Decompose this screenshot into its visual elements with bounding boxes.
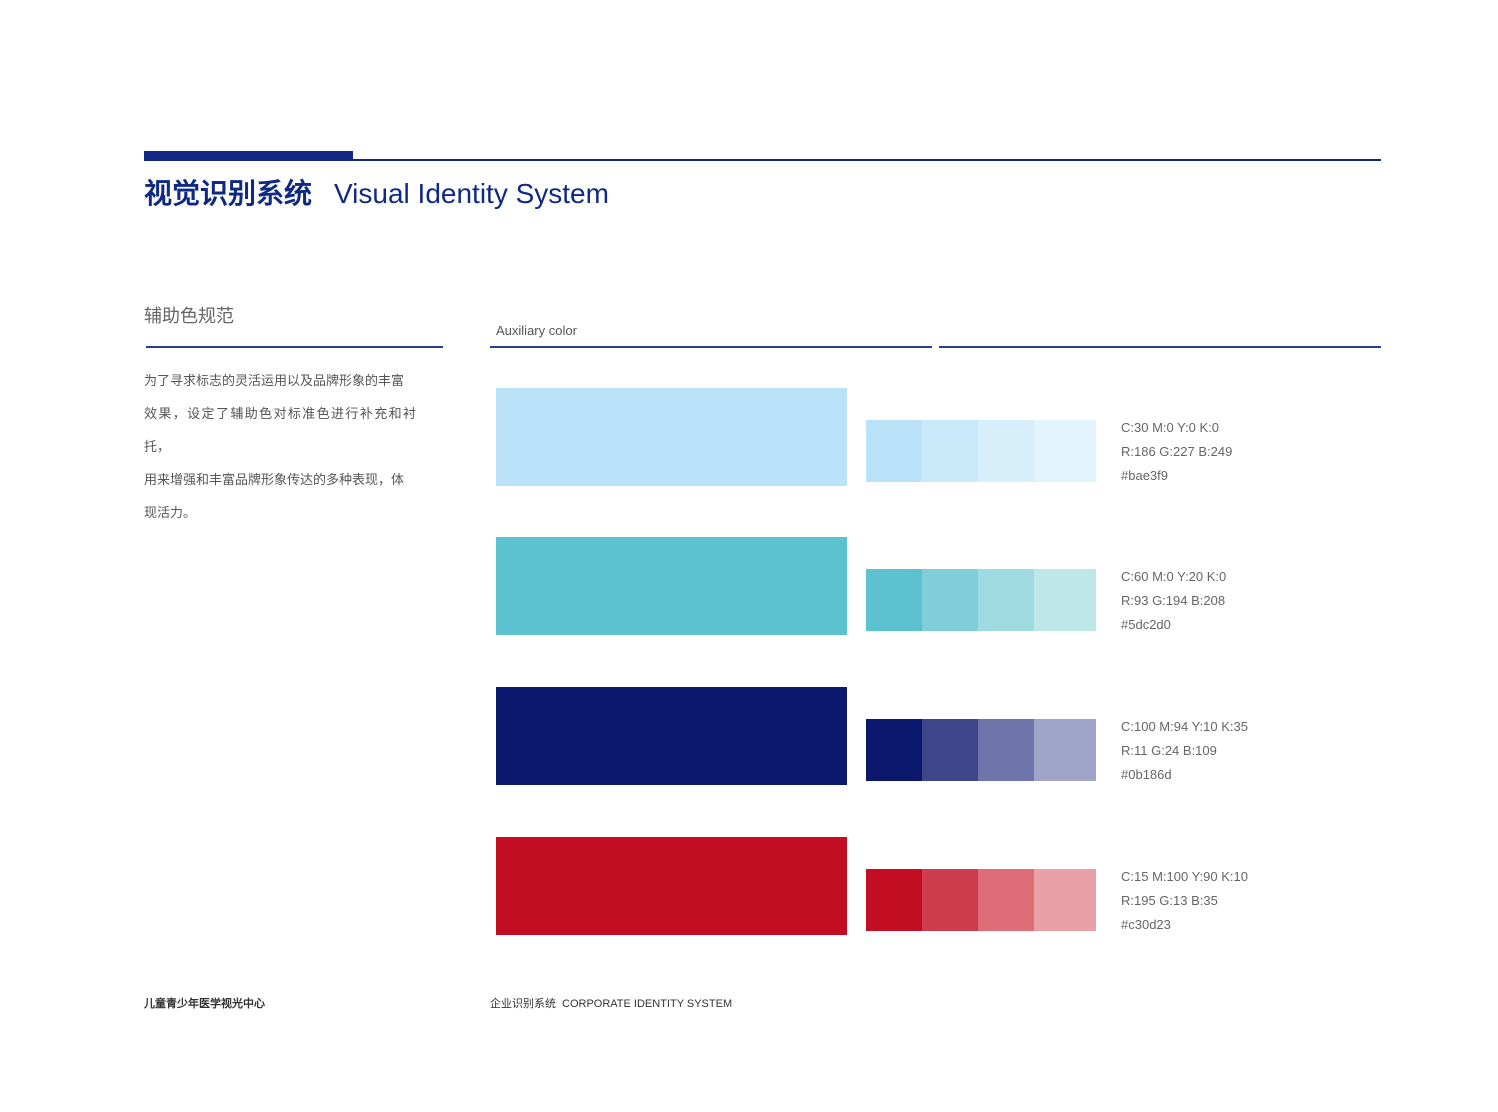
tint-40: [1034, 869, 1096, 931]
color-row-navy: C:100 M:94 Y:10 K:35 R:11 G:24 B:109 #0b…: [496, 687, 1396, 785]
header-accent-bar: [144, 151, 353, 161]
rgb-value: R:93 G:194 B:208: [1121, 593, 1226, 608]
tint-80: [922, 719, 978, 781]
page-title-cn: 视觉识别系统: [144, 178, 313, 209]
tint-80: [922, 569, 978, 631]
hex-value: #5dc2d0: [1121, 617, 1171, 632]
page-title: 视觉识别系统 Visual Identity System: [144, 174, 609, 214]
color-row-teal: C:60 M:0 Y:20 K:0 R:93 G:194 B:208 #5dc2…: [496, 537, 1396, 635]
main-swatch: [496, 537, 847, 635]
tint-60: [978, 569, 1034, 631]
main-swatch: [496, 388, 847, 486]
tint-100: [866, 420, 922, 482]
hex-value: #0b186d: [1121, 767, 1172, 782]
cmyk-value: C:30 M:0 Y:0 K:0: [1121, 420, 1220, 435]
cmyk-value: C:100 M:94 Y:10 K:35: [1121, 719, 1248, 734]
section-rule: [146, 346, 443, 348]
page-title-en: Visual Identity System: [334, 178, 609, 209]
footer-organization: 儿童青少年医学视光中心: [144, 998, 265, 1010]
rgb-value: R:186 G:227 B:249: [1121, 444, 1233, 459]
description-line: 效果，设定了辅助色对标准色进行补充和衬托，: [144, 406, 416, 454]
tint-100: [866, 569, 922, 631]
tint-100: [866, 719, 922, 781]
tint-80: [922, 869, 978, 931]
tint-strip: [866, 569, 1096, 631]
color-specs: C:30 M:0 Y:0 K:0 R:186 G:227 B:249 #bae3…: [1121, 416, 1232, 488]
tint-60: [978, 869, 1034, 931]
tint-60: [978, 420, 1034, 482]
tint-strip: [866, 719, 1096, 781]
footer-system-label: 企业识别系统 CORPORATE IDENTITY SYSTEM: [490, 995, 732, 1011]
color-specs: C:100 M:94 Y:10 K:35 R:11 G:24 B:109 #0b…: [1121, 715, 1248, 787]
rgb-value: R:11 G:24 B:109: [1121, 743, 1217, 758]
main-swatch: [496, 837, 847, 935]
color-row-red: C:15 M:100 Y:90 K:10 R:195 G:13 B:35 #c3…: [496, 837, 1396, 935]
section-description: 为了寻求标志的灵活运用以及品牌形象的丰富 效果，设定了辅助色对标准色进行补充和衬…: [144, 364, 416, 529]
description-line: 为了寻求标志的灵活运用以及品牌形象的丰富: [144, 373, 405, 388]
footer-system-en: CORPORATE IDENTITY SYSTEM: [562, 998, 733, 1010]
rgb-value: R:195 G:13 B:35: [1121, 893, 1218, 908]
cmyk-value: C:15 M:100 Y:90 K:10: [1121, 869, 1248, 884]
tint-40: [1034, 569, 1096, 631]
hex-value: #bae3f9: [1121, 468, 1168, 483]
hex-value: #c30d23: [1121, 917, 1171, 932]
tint-60: [978, 719, 1034, 781]
tint-100: [866, 869, 922, 931]
color-specs: C:15 M:100 Y:90 K:10 R:195 G:13 B:35 #c3…: [1121, 865, 1248, 937]
footer-system-cn: 企业识别系统: [490, 998, 556, 1010]
auxiliary-rule-right: [939, 346, 1381, 348]
section-title: 辅助色规范: [144, 306, 234, 326]
tint-strip: [866, 869, 1096, 931]
auxiliary-rule-left: [490, 346, 932, 348]
tint-40: [1034, 420, 1096, 482]
tint-80: [922, 420, 978, 482]
auxiliary-color-label: Auxiliary color: [496, 323, 577, 338]
main-swatch: [496, 687, 847, 785]
description-line: 现活力。: [144, 505, 197, 520]
tint-40: [1034, 719, 1096, 781]
cmyk-value: C:60 M:0 Y:20 K:0: [1121, 569, 1227, 584]
color-row-light-blue: C:30 M:0 Y:0 K:0 R:186 G:227 B:249 #bae3…: [496, 388, 1396, 486]
header-rule: [353, 159, 1381, 161]
tint-strip: [866, 420, 1096, 482]
color-specs: C:60 M:0 Y:20 K:0 R:93 G:194 B:208 #5dc2…: [1121, 565, 1226, 637]
description-line: 用来增强和丰富品牌形象传达的多种表现，体: [144, 472, 405, 487]
